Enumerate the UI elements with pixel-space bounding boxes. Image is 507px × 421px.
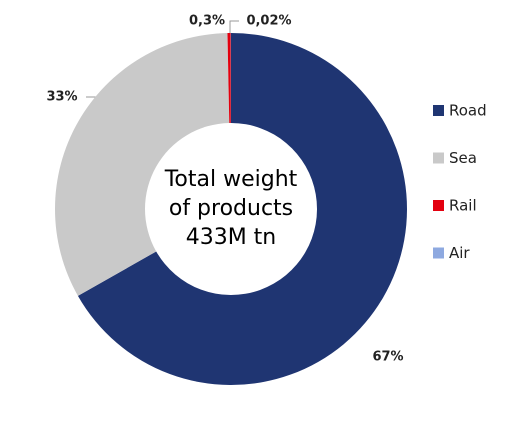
legend-swatch (433, 152, 444, 164)
data-label: 67% (372, 350, 403, 365)
center-label: Total weight (164, 167, 298, 192)
donut-slice (77, 33, 407, 386)
leader-line (229, 20, 239, 33)
legend-swatch (433, 105, 444, 116)
legend-swatch (433, 200, 444, 211)
legend-label: Sea (449, 149, 477, 167)
donut-slice (55, 33, 230, 296)
center-label: of products (169, 196, 293, 221)
legend-swatch (433, 247, 444, 259)
data-label: 0,3% (189, 14, 225, 29)
data-label: 0,02% (246, 14, 291, 29)
legend-label: Road (449, 102, 487, 120)
donut-slice (227, 33, 231, 124)
center-label: 433M tn (186, 225, 277, 250)
data-label: 33% (46, 90, 77, 105)
legend-label: Rail (449, 197, 477, 215)
legend-label: Air (449, 244, 470, 262)
